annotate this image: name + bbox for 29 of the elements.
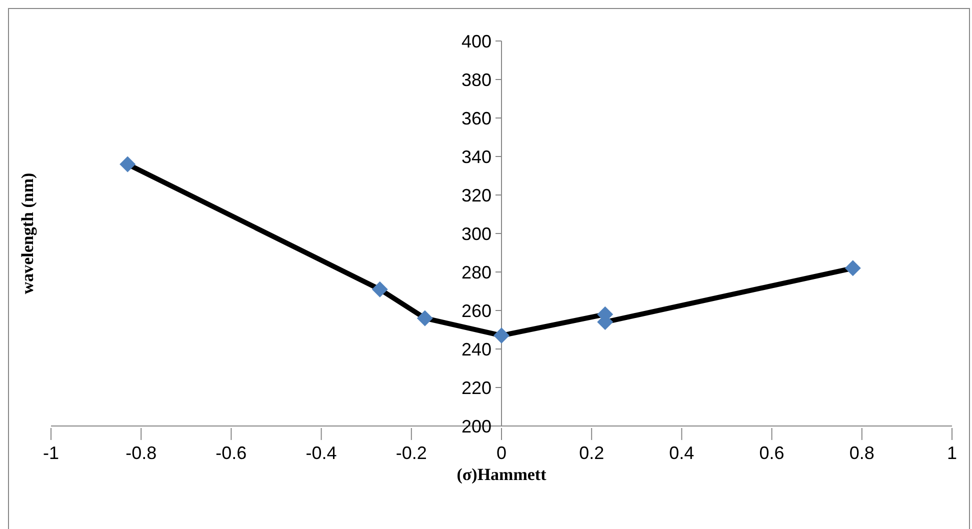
x-tick-label: -0.6	[216, 442, 247, 463]
x-tick-label: 1	[946, 442, 958, 463]
y-tick-label: 280	[461, 262, 492, 282]
x-tick-label: -0.8	[126, 442, 157, 463]
y-tick-label: 320	[461, 185, 492, 206]
x-axis-title: (σ)Hammett	[456, 465, 547, 484]
y-tick-label: 400	[461, 31, 492, 52]
y-tick-label: 380	[461, 70, 492, 90]
y-tick-label: 220	[461, 378, 492, 398]
y-tick-label: 360	[461, 108, 492, 128]
x-tick-label: 0.2	[579, 442, 604, 463]
x-tick-label: -0.2	[396, 442, 427, 463]
y-axis-title: wavelength (nm)	[18, 172, 38, 294]
x-tick-label: -0.4	[306, 442, 337, 463]
point	[844, 260, 861, 276]
y-tick-label: 240	[461, 339, 492, 360]
x-tick-label: 0.4	[669, 442, 694, 463]
y-tick-label: 260	[461, 300, 492, 321]
y-tick-label: 200	[461, 416, 492, 436]
x-tick-label: 0	[496, 442, 507, 463]
x-tick-label: -1	[42, 442, 60, 463]
y-tick-label: 340	[461, 146, 492, 167]
point	[494, 328, 510, 344]
x-tick-label: 0.8	[849, 442, 874, 463]
point	[416, 310, 433, 326]
y-tick-label: 300	[461, 224, 492, 244]
x-tick-label: 0.6	[759, 442, 784, 463]
point	[120, 156, 136, 172]
point	[372, 281, 388, 298]
